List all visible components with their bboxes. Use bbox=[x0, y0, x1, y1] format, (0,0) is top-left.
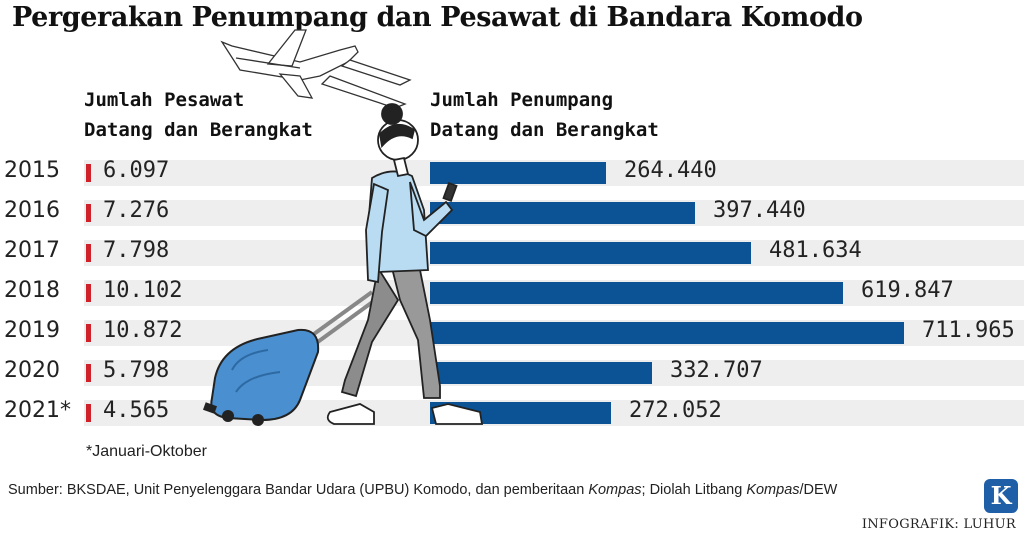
penumpang-value: 619.847 bbox=[861, 278, 954, 303]
year-label: 2017 bbox=[4, 238, 60, 263]
penumpang-value: 264.440 bbox=[624, 158, 717, 183]
header-penumpang-line1: Jumlah Penumpang bbox=[430, 89, 614, 111]
kompas-logo: K bbox=[984, 479, 1018, 513]
penumpang-bar bbox=[430, 242, 751, 264]
pesawat-tick bbox=[86, 324, 91, 342]
penumpang-bar bbox=[430, 402, 611, 424]
penumpang-value: 711.965 bbox=[922, 318, 1015, 343]
chart-title: Pergerakan Penumpang dan Pesawat di Band… bbox=[12, 2, 863, 33]
header-pesawat-line2: Datang dan Berangkat bbox=[84, 119, 313, 141]
penumpang-bar bbox=[430, 282, 843, 304]
penumpang-value: 481.634 bbox=[769, 238, 862, 263]
header-penumpang: Jumlah Penumpang Datang dan Berangkat bbox=[430, 85, 659, 145]
penumpang-bar bbox=[430, 362, 652, 384]
source-middle: ; Diolah Litbang bbox=[641, 482, 747, 498]
year-label: 2019 bbox=[4, 318, 60, 343]
source-note: Sumber: BKSDAE, Unit Penyelenggara Banda… bbox=[8, 482, 837, 498]
source-prefix: Sumber: BKSDAE, Unit Penyelenggara Banda… bbox=[8, 482, 589, 498]
header-pesawat: Jumlah Pesawat Datang dan Berangkat bbox=[84, 85, 313, 145]
penumpang-bar bbox=[430, 322, 904, 344]
pesawat-value: 5.798 bbox=[103, 358, 170, 383]
pesawat-tick bbox=[86, 164, 91, 182]
penumpang-bar bbox=[430, 162, 606, 184]
pesawat-value: 6.097 bbox=[103, 158, 170, 183]
pesawat-value: 7.798 bbox=[103, 238, 170, 263]
penumpang-bar bbox=[430, 202, 695, 224]
pesawat-value: 7.276 bbox=[103, 198, 170, 223]
header-pesawat-line1: Jumlah Pesawat bbox=[84, 89, 245, 111]
year-label: 2018 bbox=[4, 278, 60, 303]
pesawat-tick bbox=[86, 284, 91, 302]
penumpang-value: 397.440 bbox=[713, 198, 806, 223]
pesawat-tick bbox=[86, 204, 91, 222]
year-label: 2015 bbox=[4, 158, 60, 183]
pesawat-value: 10.102 bbox=[103, 278, 183, 303]
source-italic-2: Kompas bbox=[746, 482, 800, 498]
year-label: 2020 bbox=[4, 358, 60, 383]
footnote: *Januari-Oktober bbox=[86, 443, 207, 460]
header-penumpang-line2: Datang dan Berangkat bbox=[430, 119, 659, 141]
source-suffix: /DEW bbox=[799, 482, 838, 498]
source-italic-1: Kompas bbox=[588, 482, 642, 498]
penumpang-value: 332.707 bbox=[670, 358, 763, 383]
penumpang-value: 272.052 bbox=[629, 398, 722, 423]
pesawat-value: 10.872 bbox=[103, 318, 183, 343]
pesawat-value: 4.565 bbox=[103, 398, 170, 423]
pesawat-tick bbox=[86, 244, 91, 262]
pesawat-tick bbox=[86, 404, 91, 422]
pesawat-tick bbox=[86, 364, 91, 382]
year-label: 2016 bbox=[4, 198, 60, 223]
year-label: 2021* bbox=[4, 398, 71, 423]
infographic-credit: INFOGRAFIK: LUHUR bbox=[861, 517, 1016, 532]
